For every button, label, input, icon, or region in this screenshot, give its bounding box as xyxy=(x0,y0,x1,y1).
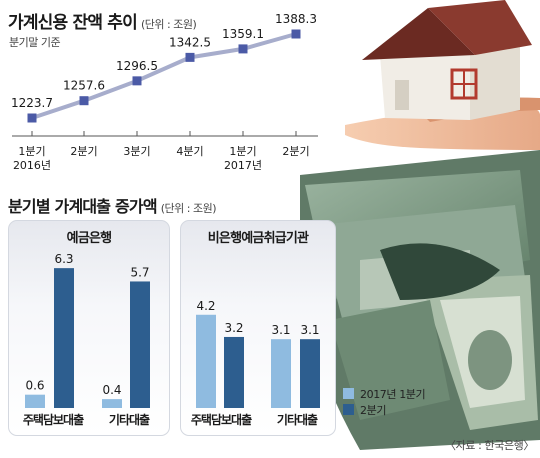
data-label: 1257.6 xyxy=(63,79,105,93)
data-label: 1359.1 xyxy=(222,27,264,41)
x-tick-label-year: 2017년 xyxy=(224,159,262,172)
line-chart-title: 가계신용 잔액 추이 (단위 : 조원) xyxy=(8,13,197,33)
bar xyxy=(224,336,244,408)
category-label-other-loans: 기타대출 xyxy=(108,413,150,427)
data-point xyxy=(185,52,195,62)
bar xyxy=(102,399,122,408)
bar xyxy=(300,339,320,408)
bar-value-label: 0.6 xyxy=(25,379,44,393)
x-tick-label: 2분기 xyxy=(282,145,309,158)
bar-value-label: 4.2 xyxy=(196,299,215,313)
category-label-mortgage: 주택담보대출 xyxy=(22,413,84,427)
bar xyxy=(196,314,216,408)
line-chart-unit: (단위 : 조원) xyxy=(140,18,197,31)
bar-chart-unit: (단위 : 조원) xyxy=(160,202,217,215)
bar-chart-title: 분기별 가계대출 증가액 (단위 : 조원) xyxy=(8,197,217,216)
data-point xyxy=(79,96,89,106)
legend-swatch-q1 xyxy=(343,388,354,399)
data-label: 1296.5 xyxy=(116,59,158,73)
source-note: 〈자료 : 한국은행〉 xyxy=(444,439,534,452)
legend-swatch-q2 xyxy=(343,404,354,415)
category-label-other-loans: 기타대출 xyxy=(276,413,318,427)
data-point xyxy=(291,29,301,39)
bar xyxy=(25,394,45,408)
legend-label-q1: 2017년 1분기 xyxy=(360,388,426,401)
x-tick-label: 3분기 xyxy=(123,145,150,158)
legend-item-q1: 2017년 1분기 xyxy=(343,386,426,402)
bar-value-label: 6.3 xyxy=(54,252,73,266)
x-tick-label: 4분기 xyxy=(176,145,203,158)
data-label: 1223.7 xyxy=(11,96,53,110)
line-chart: 1223.71분기2016년1257.62분기1296.53분기1342.54분… xyxy=(11,12,318,172)
bar-value-label: 3.1 xyxy=(300,323,319,337)
panel-title-deposit-banks: 예금은행 xyxy=(66,231,112,246)
bar xyxy=(54,268,74,408)
data-label: 1388.3 xyxy=(275,12,317,26)
bar-value-label: 5.7 xyxy=(130,265,149,279)
bar-value-label: 3.1 xyxy=(271,323,290,337)
bar-value-label: 3.2 xyxy=(224,321,243,335)
data-point xyxy=(238,44,248,54)
line-chart-subtitle: 분기말 기준 xyxy=(9,36,61,49)
legend-item-q2: 2분기 xyxy=(343,402,386,418)
line-series xyxy=(31,32,297,120)
category-label-mortgage: 주택담보대출 xyxy=(190,413,252,427)
bar-value-label: 0.4 xyxy=(102,383,121,397)
data-label: 1342.5 xyxy=(169,35,211,49)
legend-label-q2: 2분기 xyxy=(360,404,387,417)
panel-title-nonbank-institutions: 비은행예금취급기관 xyxy=(207,231,309,246)
x-tick-label: 1분기 xyxy=(18,145,45,158)
x-tick-label-year: 2016년 xyxy=(13,159,51,172)
x-tick-label: 1분기 xyxy=(229,145,256,158)
x-tick-label: 2분기 xyxy=(70,145,97,158)
data-point xyxy=(27,113,37,123)
bar xyxy=(130,281,150,408)
data-point xyxy=(132,76,142,86)
bar xyxy=(271,339,291,408)
